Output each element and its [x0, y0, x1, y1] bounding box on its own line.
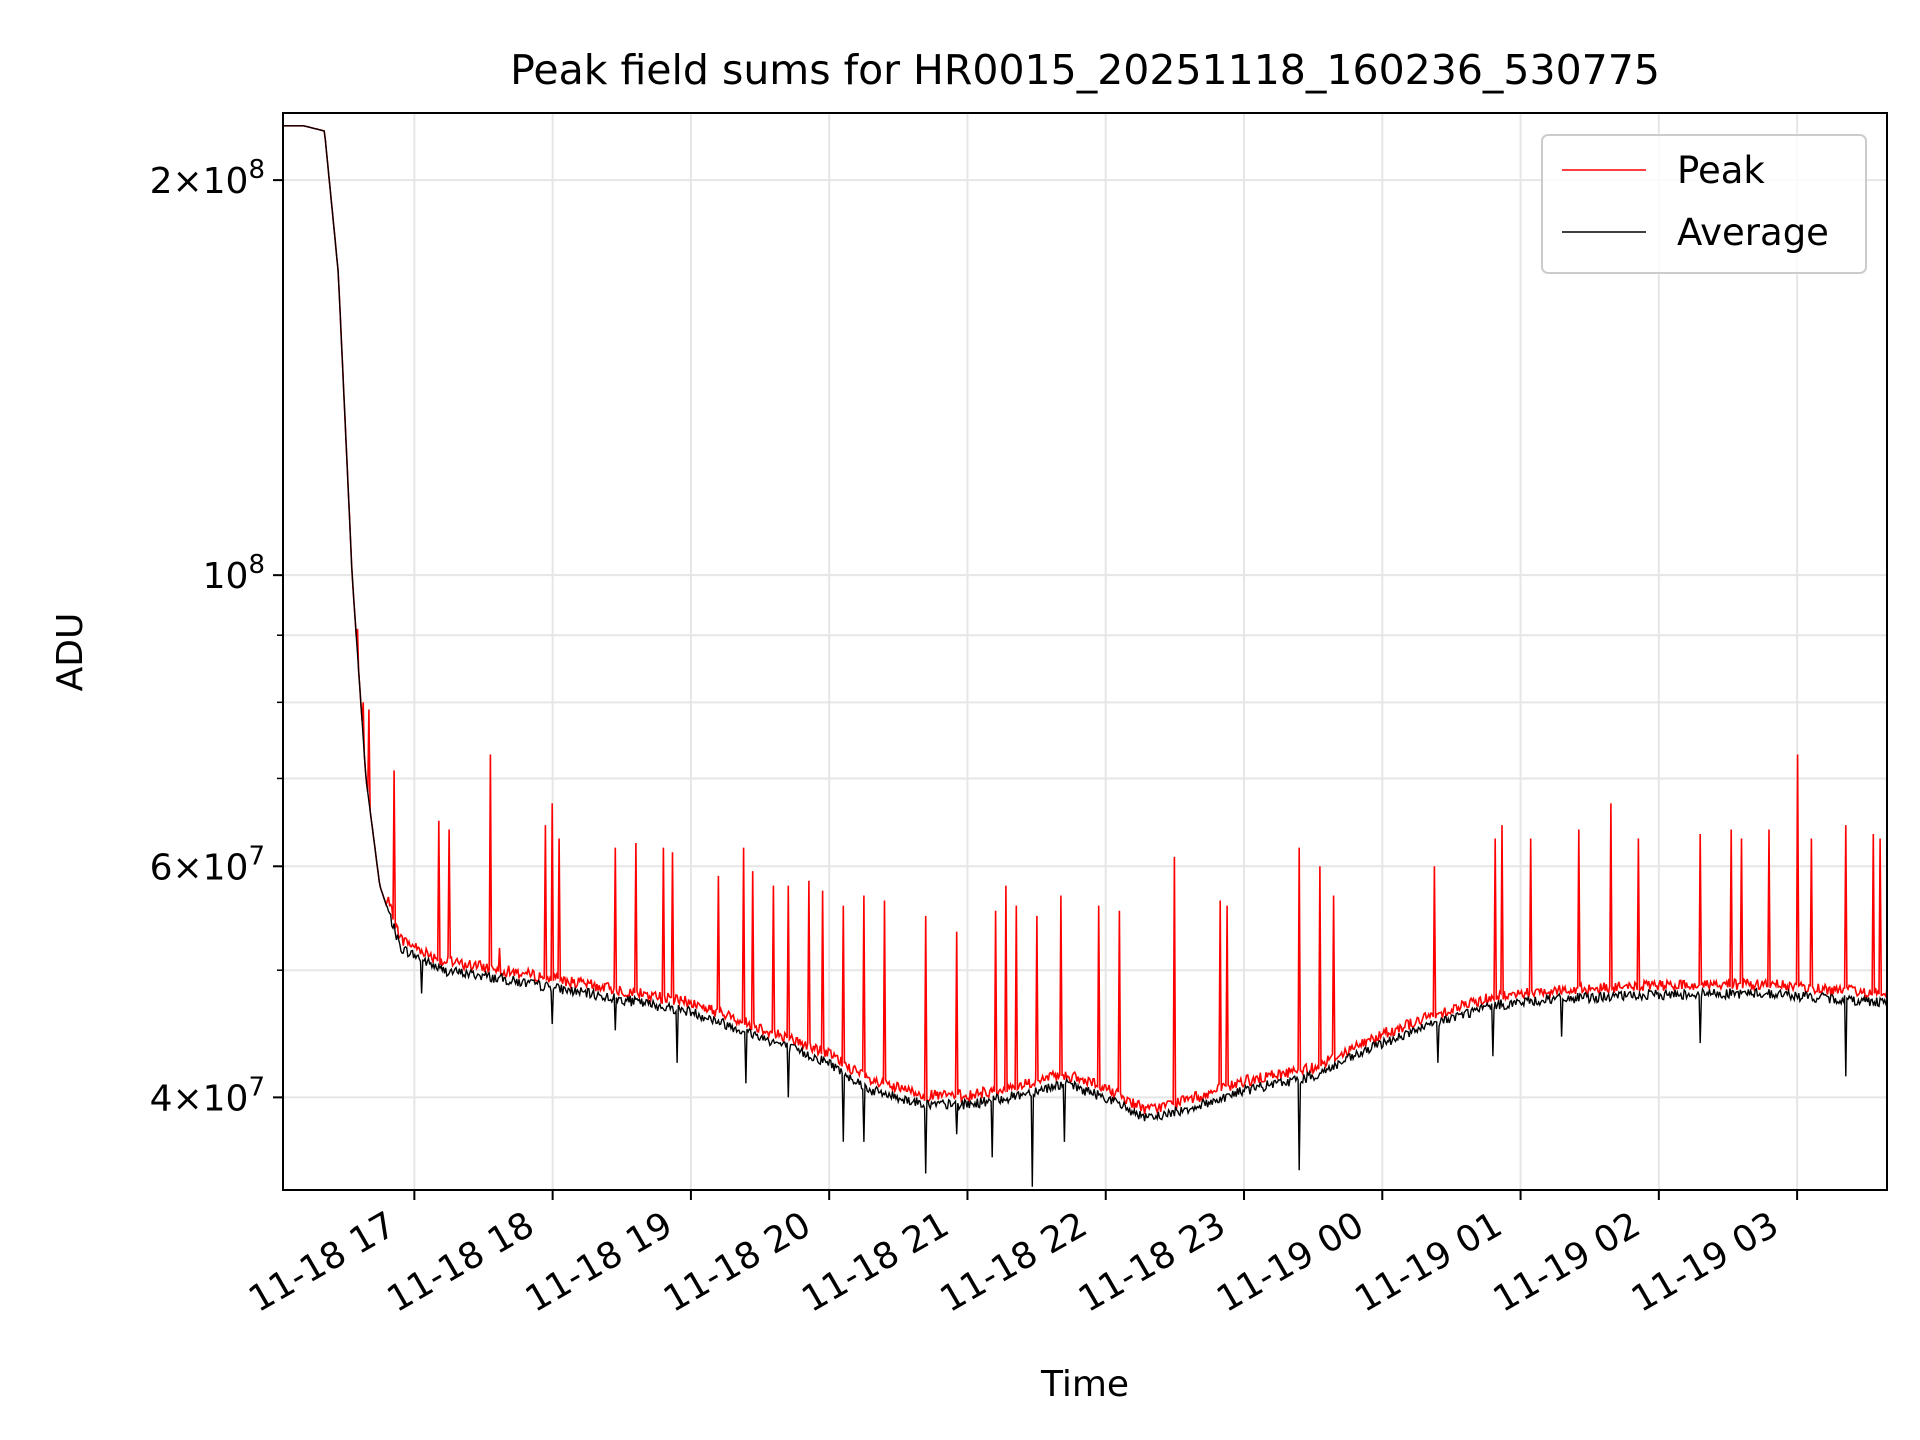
legend: Peak Average	[1541, 134, 1867, 274]
plot-area-frame	[282, 112, 1888, 1191]
x-tick-label: 11-18 22	[934, 1204, 1095, 1320]
plot-series	[283, 125, 1888, 1187]
grid-lines	[283, 113, 1887, 1190]
chart-title: Peak field sums for HR0015_20251118_1602…	[510, 46, 1660, 94]
x-tick-label: 11-19 00	[1210, 1204, 1371, 1320]
x-tick-label: 11-18 20	[657, 1204, 818, 1320]
x-tick-label: 11-18 21	[795, 1204, 956, 1320]
x-axis-label: Time	[1040, 1364, 1129, 1405]
y-tick-label: 4×107	[150, 1072, 265, 1119]
x-tick-label: 11-19 02	[1487, 1204, 1648, 1320]
x-tick-label: 11-18 19	[519, 1204, 680, 1320]
x-tick-label: 11-19 01	[1348, 1204, 1509, 1320]
y-axis-ticks: 4×107 6×107 108 2×108	[150, 155, 283, 1119]
y-axis-label: ADU	[50, 613, 91, 692]
y-tick-label: 108	[203, 550, 265, 597]
legend-label-peak: Peak	[1677, 149, 1765, 192]
series-peak-line	[283, 125, 1888, 1116]
x-tick-label: 11-18 17	[242, 1204, 403, 1320]
x-tick-label: 11-19 03	[1625, 1204, 1786, 1320]
x-tick-label: 11-18 23	[1072, 1204, 1233, 1320]
x-tick-label: 11-18 18	[380, 1204, 541, 1320]
series-average-line	[283, 125, 1888, 1187]
legend-label-average: Average	[1677, 211, 1829, 254]
y-tick-label: 2×108	[150, 155, 265, 202]
y-tick-label: 6×107	[150, 841, 265, 888]
